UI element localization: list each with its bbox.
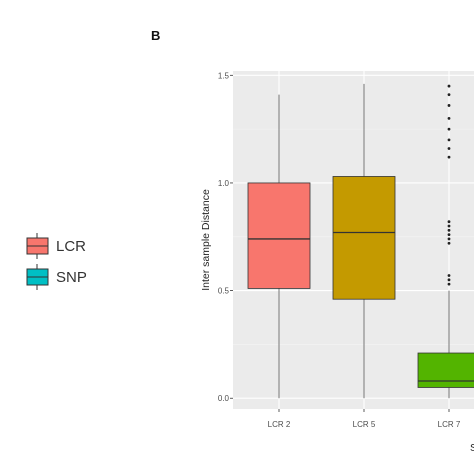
box-series — [247, 83, 474, 399]
y-axis: 0.0 0.5 1.0 1.5 — [218, 71, 233, 403]
legend-label-lcr: LCR — [56, 238, 86, 255]
outlier-point — [447, 138, 451, 142]
x-tick-label: LCR 5 — [353, 420, 376, 429]
x-axis-title: S — [470, 442, 474, 454]
legend: LCR SNP — [26, 233, 87, 290]
box-lcr-5 — [332, 83, 396, 399]
outlier-point — [447, 278, 451, 282]
x-tick-label: LCR 7 — [438, 420, 461, 429]
box-body — [332, 176, 396, 300]
legend-label-snp: SNP — [56, 269, 87, 286]
outlier-point — [447, 274, 451, 277]
outlier-point — [447, 220, 451, 224]
x-tick-label: LCR 2 — [268, 420, 291, 429]
box-lcr-2 — [247, 94, 311, 399]
outlier-point — [447, 104, 451, 107]
outlier-point — [447, 93, 451, 97]
box-body — [247, 182, 311, 289]
outlier-point — [447, 155, 451, 159]
legend-item-lcr: LCR — [26, 233, 86, 259]
outlier-point — [447, 228, 451, 232]
legend-item-snp: SNP — [26, 264, 87, 290]
outlier-point — [447, 282, 451, 286]
x-axis: LCR 2 LCR 5 LCR 7 — [268, 409, 461, 429]
outlier-point — [447, 224, 451, 228]
y-axis-title: Inter sample Distance — [200, 189, 212, 291]
y-tick-label: 1.5 — [218, 71, 230, 80]
box-lcr-7 — [417, 84, 474, 399]
outlier-point — [447, 116, 451, 120]
outlier-point — [447, 84, 451, 88]
outlier-point — [447, 237, 451, 241]
box-body — [417, 352, 474, 388]
y-tick-label: 0.5 — [218, 287, 230, 296]
panel-label: B — [151, 28, 160, 43]
outlier-point — [447, 241, 451, 245]
outlier-point — [447, 233, 451, 237]
outlier-point — [447, 127, 451, 131]
outlier-point — [447, 147, 451, 150]
y-tick-label: 0.0 — [218, 394, 230, 403]
y-tick-label: 1.0 — [218, 179, 230, 188]
